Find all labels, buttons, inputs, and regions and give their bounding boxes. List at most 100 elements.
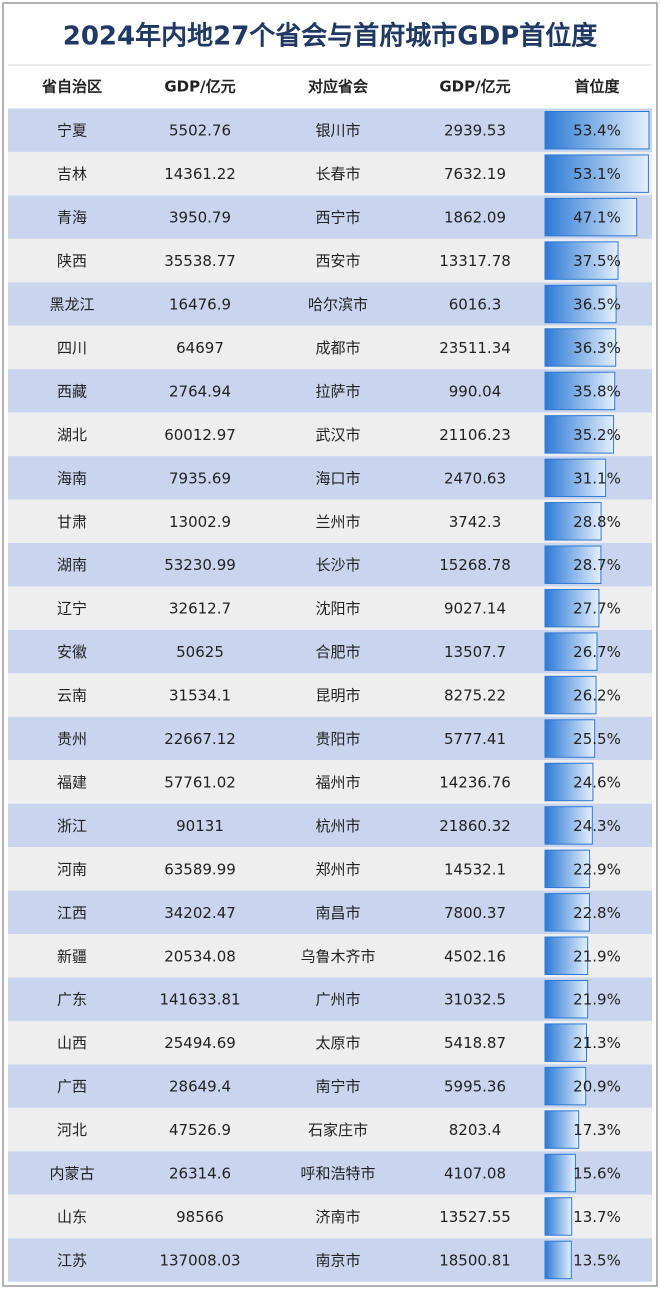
cell: 4502.16 (444, 947, 506, 965)
cell: 广州市 (315, 991, 360, 1009)
data-bar (544, 588, 600, 628)
header-cell: GDP/亿元 (164, 78, 235, 96)
cell: 60012.97 (164, 426, 236, 444)
cell: 陕西 (57, 252, 87, 270)
cell: 海口市 (315, 469, 360, 487)
cell: 广东 (57, 991, 87, 1009)
cell: 云南 (57, 687, 87, 705)
data-bar (544, 719, 596, 758)
cell: 南宁市 (315, 1078, 360, 1096)
cell: 江西 (57, 904, 87, 922)
cell: 28.8% (573, 513, 621, 531)
data-bar (544, 632, 598, 671)
cell: 4107.08 (444, 1165, 506, 1183)
cell: 成都市 (315, 339, 360, 357)
cell: 黑龙江 (49, 296, 94, 314)
cell: 47526.9 (169, 1121, 231, 1139)
cell: 21106.23 (439, 426, 511, 444)
cell: 福建 (57, 773, 87, 791)
data-bar (544, 154, 649, 193)
cell: 哈尔滨市 (308, 296, 368, 314)
cell: 15.6% (573, 1165, 621, 1183)
cell: 24.6% (573, 773, 621, 791)
cell: 8203.4 (449, 1121, 502, 1139)
header-cell: 对应省会 (308, 78, 368, 96)
cell: 64697 (176, 339, 224, 357)
cell: 13002.9 (169, 513, 231, 531)
cell: 18500.81 (439, 1251, 511, 1269)
cell: 20.9% (573, 1078, 621, 1096)
data-bar (544, 806, 593, 845)
data-bar (544, 328, 617, 367)
cell: 银川市 (315, 122, 360, 140)
data-bar (544, 1153, 576, 1193)
cell: 山东 (57, 1208, 87, 1226)
cell: 2764.94 (169, 382, 231, 400)
data-bar (544, 1197, 573, 1236)
cell: 26314.6 (169, 1165, 231, 1183)
cell: 14236.76 (439, 773, 511, 791)
cell: 吉林 (57, 165, 87, 183)
cell: 32612.7 (169, 600, 231, 618)
cell: 安徽 (57, 643, 87, 661)
cell: 7935.69 (169, 469, 231, 487)
cell: 兰州市 (315, 513, 360, 531)
cell: 31.1% (573, 469, 621, 487)
cell: 西宁市 (315, 209, 360, 227)
cell: 拉萨市 (315, 382, 360, 400)
data-bar (544, 415, 615, 454)
cell: 47.1% (573, 209, 621, 227)
data-bar (544, 1110, 580, 1149)
cell: 合肥市 (315, 643, 360, 661)
cell: 26.2% (573, 687, 621, 705)
cell: 济南市 (315, 1208, 360, 1226)
cell: 长沙市 (315, 556, 360, 574)
data-bar (544, 1023, 587, 1062)
header-cell: GDP/亿元 (439, 78, 510, 96)
cell: 35538.77 (164, 252, 236, 270)
cell: 西藏 (57, 382, 87, 400)
cell: 16476.9 (169, 296, 231, 314)
cell: 13507.7 (444, 643, 506, 661)
cell: 37.5% (573, 252, 621, 270)
cell: 新疆 (57, 947, 87, 965)
cell: 太原市 (315, 1034, 360, 1052)
cell: 21.3% (573, 1034, 621, 1052)
cell: 25494.69 (164, 1034, 236, 1052)
cell: 14361.22 (164, 165, 236, 183)
cell: 昆明市 (315, 687, 360, 705)
cell: 14532.1 (444, 860, 506, 878)
cell: 广西 (57, 1078, 87, 1096)
cell: 13.7% (573, 1208, 621, 1226)
cell: 湖南 (57, 556, 87, 574)
data-bar (544, 849, 591, 889)
data-bar (544, 936, 589, 975)
cell: 31534.1 (169, 687, 231, 705)
cell: 28649.4 (169, 1078, 231, 1096)
cell: 17.3% (573, 1121, 621, 1139)
cell: 21860.32 (439, 817, 511, 835)
cell: 四川 (57, 339, 87, 357)
data-bar (544, 1240, 572, 1280)
data-bar (544, 111, 650, 150)
cell: 20534.08 (164, 947, 236, 965)
cell: 武汉市 (315, 426, 360, 444)
cell: 福州市 (315, 773, 360, 791)
cell: 990.04 (449, 382, 502, 400)
cell: 2939.53 (444, 122, 506, 140)
cell: 江苏 (57, 1251, 87, 1269)
cell: 36.3% (573, 339, 621, 357)
cell: 22667.12 (164, 730, 236, 748)
cell: 137008.03 (159, 1251, 240, 1269)
data-bar (544, 980, 589, 1019)
cell: 90131 (176, 817, 224, 835)
cell: 海南 (57, 469, 87, 487)
data-bar (544, 284, 617, 324)
cell: 河北 (57, 1121, 87, 1139)
cell: 22.9% (573, 860, 621, 878)
cell: 郑州市 (315, 860, 360, 878)
cell: 53.1% (573, 165, 621, 183)
data-bar (544, 762, 594, 802)
cell: 24.3% (573, 817, 621, 835)
